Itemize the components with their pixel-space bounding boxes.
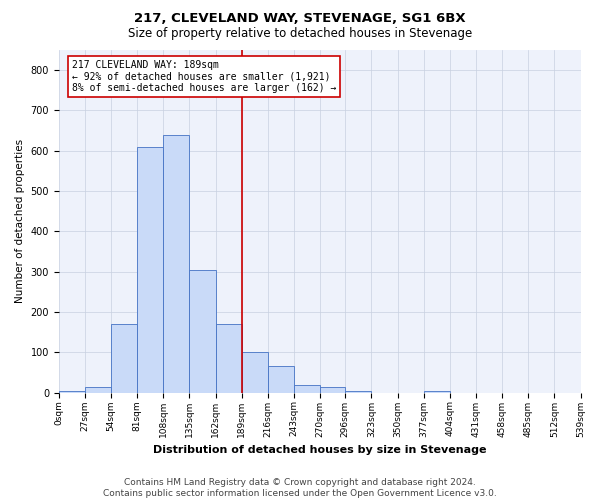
Bar <box>424 390 450 392</box>
Bar <box>59 390 85 392</box>
Bar <box>320 386 345 392</box>
X-axis label: Distribution of detached houses by size in Stevenage: Distribution of detached houses by size … <box>153 445 487 455</box>
Text: Size of property relative to detached houses in Stevenage: Size of property relative to detached ho… <box>128 28 472 40</box>
Text: Contains HM Land Registry data © Crown copyright and database right 2024.
Contai: Contains HM Land Registry data © Crown c… <box>103 478 497 498</box>
Bar <box>345 390 371 392</box>
Bar <box>163 134 190 392</box>
Text: 217 CLEVELAND WAY: 189sqm
← 92% of detached houses are smaller (1,921)
8% of sem: 217 CLEVELAND WAY: 189sqm ← 92% of detac… <box>72 60 336 94</box>
Bar <box>137 146 163 392</box>
Bar <box>190 270 215 392</box>
Bar <box>85 386 111 392</box>
Y-axis label: Number of detached properties: Number of detached properties <box>15 140 25 304</box>
Bar <box>242 352 268 393</box>
Bar <box>111 324 137 392</box>
Bar <box>215 324 242 392</box>
Text: 217, CLEVELAND WAY, STEVENAGE, SG1 6BX: 217, CLEVELAND WAY, STEVENAGE, SG1 6BX <box>134 12 466 26</box>
Bar <box>294 384 320 392</box>
Bar <box>268 366 294 392</box>
